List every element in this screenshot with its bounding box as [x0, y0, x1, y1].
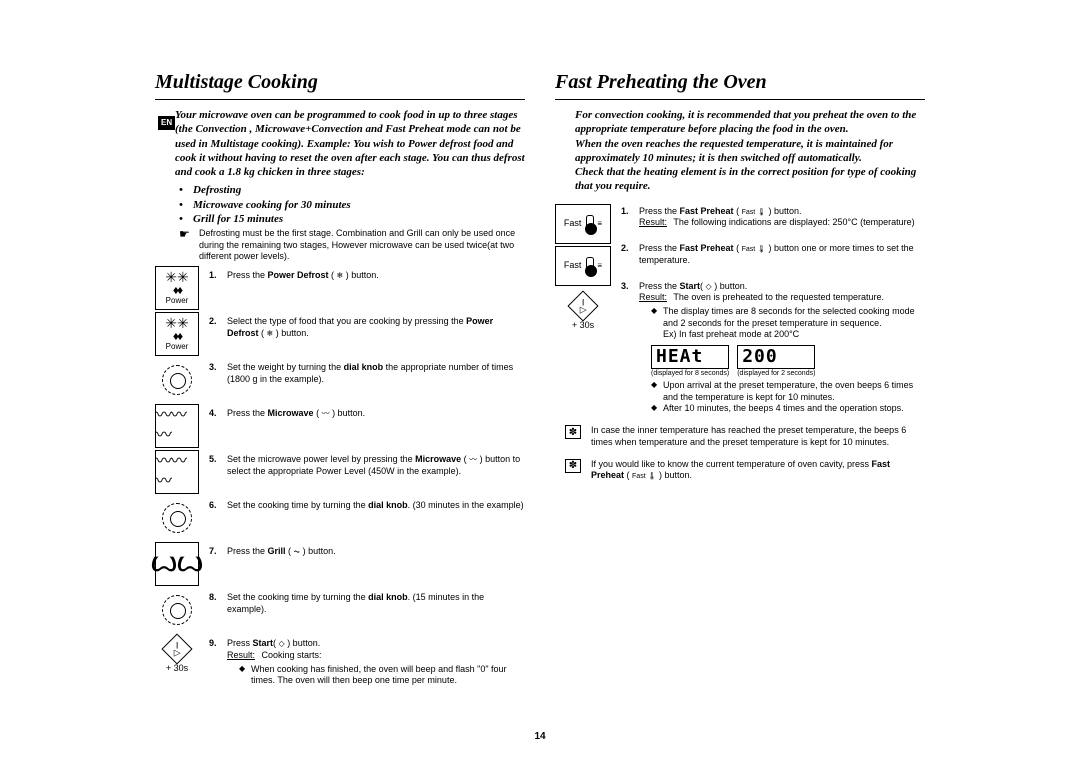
- bullet-item: Microwave cooking for 30 minutes: [179, 198, 525, 212]
- right-intro: For convection cooking, it is recommende…: [575, 108, 925, 194]
- step-text: Set the microwave power level by pressin…: [227, 454, 525, 477]
- step-text: Press the Microwave ( 〰 ) button.: [227, 408, 525, 420]
- step-row: 8. Set the cooking time by turning the di…: [155, 588, 525, 632]
- sub-bullet: When cooking has finished, the oven will…: [239, 664, 525, 687]
- power-defrost-icon: ✳✳ ♦♦ Power: [155, 266, 199, 310]
- left-bullets: Defrosting Microwave cooking for 30 minu…: [179, 183, 525, 226]
- step-num: 1.: [209, 270, 221, 282]
- step-text: Press the Start( ◇ ) button. Result: The…: [639, 281, 925, 416]
- grill-icon: ꙌꙌ: [155, 542, 199, 586]
- step-row: ✳✳ ♦♦ Power 1. Press the Power Defrost ( …: [155, 266, 525, 310]
- segment-display: HEAt: [651, 345, 729, 369]
- asterisk-icon: ✽: [565, 425, 581, 439]
- step-row: ✳✳ ♦♦ Power 2. Select the type of food th…: [155, 312, 525, 356]
- fast-preheat-icon: Fast≡: [555, 204, 611, 244]
- right-column: Fast Preheating the Oven For convection …: [555, 70, 925, 733]
- footnote: ✽ In case the inner temperature has reac…: [565, 425, 925, 448]
- step-text: Set the cooking time by turning the dial…: [227, 592, 525, 615]
- microwave-icon: 〰〰〰: [155, 404, 199, 448]
- display-caption: (displayed for 8 seconds): [651, 369, 729, 378]
- display-row: HEAt (displayed for 8 seconds) 200 (disp…: [651, 345, 925, 378]
- step-text: Press the Fast Preheat ( Fast 🌡 ) button…: [639, 206, 925, 229]
- left-intro: Your microwave oven can be programmed to…: [175, 108, 525, 179]
- note-text: Defrosting must be the first stage. Comb…: [199, 228, 525, 262]
- divider: [155, 99, 525, 100]
- footnote-text: If you would like to know the current te…: [591, 459, 925, 482]
- fast-preheat-icon: Fast≡: [555, 246, 611, 286]
- step-text: Press the Power Defrost ( ❄ ) button.: [227, 270, 525, 282]
- step-text: Press Start( ◇ ) button. Result: Cooking…: [227, 638, 525, 687]
- asterisk-icon: ✽: [565, 459, 581, 473]
- sub-bullet: After 10 minutes, the beeps 4 times and …: [651, 403, 925, 415]
- step-row: ꙌꙌ 7. Press the Grill ( ⏦ ) button.: [155, 542, 525, 586]
- left-steps: ✳✳ ♦♦ Power 1. Press the Power Defrost ( …: [155, 266, 525, 687]
- segment-display: 200: [737, 345, 815, 369]
- step-num: 9.: [209, 638, 221, 687]
- step-num: 4.: [209, 408, 221, 420]
- step-row: Fast≡ Fast≡ I▷ + 30s 1. Press the Fast P…: [555, 204, 925, 415]
- step-num: 2.: [209, 316, 221, 339]
- sub-bullet: The display times are 8 seconds for the …: [651, 306, 925, 341]
- language-tag: EN: [158, 116, 175, 130]
- start-icon: I▷ + 30s: [155, 634, 199, 678]
- step-num: 6.: [209, 500, 221, 512]
- note-row: ☛ Defrosting must be the first stage. Co…: [179, 228, 525, 262]
- step-num: 3.: [209, 362, 221, 385]
- dial-knob-icon: [155, 588, 199, 632]
- step-num: 2.: [621, 243, 633, 266]
- step-num: 3.: [621, 281, 633, 416]
- step-row: 〰〰〰 5. Set the microwave power level by p…: [155, 450, 525, 494]
- dial-knob-icon: [155, 496, 199, 540]
- step-num: 7.: [209, 546, 221, 558]
- page-number: 14: [0, 731, 1080, 744]
- step-num: 1.: [621, 206, 633, 229]
- step-row: I▷ + 30s 9. Press Start( ◇ ) button. Res…: [155, 634, 525, 687]
- left-column: Multistage Cooking Your microwave oven c…: [155, 70, 525, 733]
- step-text: Set the weight by turning the dial knob …: [227, 362, 525, 385]
- start-icon: I▷ + 30s: [555, 288, 611, 338]
- pointer-icon: ☛: [179, 228, 193, 262]
- footnote: ✽ If you would like to know the current …: [565, 459, 925, 482]
- step-text: Select the type of food that you are coo…: [227, 316, 525, 339]
- step-row: 3. Set the weight by turning the dial kno…: [155, 358, 525, 402]
- step-text: Press the Grill ( ⏦ ) button.: [227, 546, 525, 558]
- step-row: 6. Set the cooking time by turning the di…: [155, 496, 525, 540]
- sub-bullet: Upon arrival at the preset temperature, …: [651, 380, 925, 403]
- step-row: 〰〰〰 4. Press the Microwave ( 〰 ) button.: [155, 404, 525, 448]
- bullet-item: Defrosting: [179, 183, 525, 197]
- step-num: 5.: [209, 454, 221, 477]
- microwave-icon: 〰〰〰: [155, 450, 199, 494]
- bullet-item: Grill for 15 minutes: [179, 212, 525, 226]
- dial-knob-icon: [155, 358, 199, 402]
- step-text: Press the Fast Preheat ( Fast 🌡 ) button…: [639, 243, 925, 266]
- power-defrost-icon: ✳✳ ♦♦ Power: [155, 312, 199, 356]
- footnote-text: In case the inner temperature has reache…: [591, 425, 925, 448]
- step-num: 8.: [209, 592, 221, 615]
- step-text: Set the cooking time by turning the dial…: [227, 500, 525, 512]
- display-caption: (displayed for 2 seconds): [737, 369, 815, 378]
- divider: [555, 99, 925, 100]
- right-title: Fast Preheating the Oven: [555, 70, 925, 95]
- left-title: Multistage Cooking: [155, 70, 525, 95]
